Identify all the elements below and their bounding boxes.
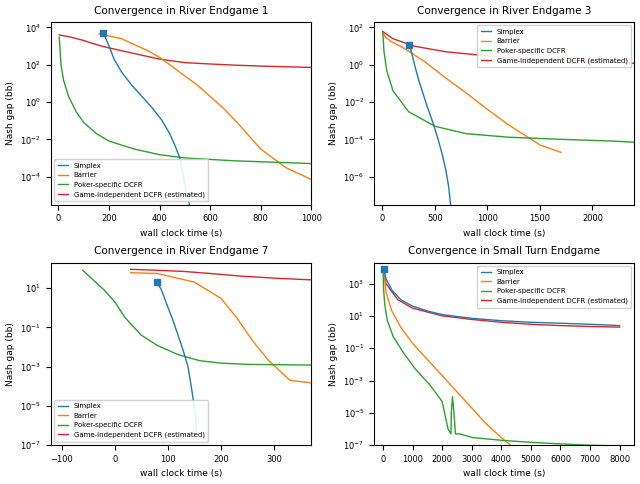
Legend: Simplex, Barrier, Poker-specific DCFR, Game-independent DCFR (estimated): Simplex, Barrier, Poker-specific DCFR, G… [477,25,631,67]
Legend: Simplex, Barrier, Poker-specific DCFR, Game-independent DCFR (estimated): Simplex, Barrier, Poker-specific DCFR, G… [54,400,208,442]
X-axis label: wall clock time (s): wall clock time (s) [463,229,545,238]
Y-axis label: Nash gap (bb): Nash gap (bb) [329,81,338,145]
X-axis label: wall clock time (s): wall clock time (s) [140,229,222,238]
Title: Convergence in River Endgame 7: Convergence in River Endgame 7 [94,246,268,256]
Legend: Simplex, Barrier, Poker-specific DCFR, Game-independent DCFR (estimated): Simplex, Barrier, Poker-specific DCFR, G… [54,159,208,201]
Title: Convergence in Small Turn Endgame: Convergence in Small Turn Endgame [408,246,600,256]
Legend: Simplex, Barrier, Poker-specific DCFR, Game-independent DCFR (estimated): Simplex, Barrier, Poker-specific DCFR, G… [477,266,631,308]
Y-axis label: Nash gap (bb): Nash gap (bb) [329,322,338,386]
Y-axis label: Nash gap (bb): Nash gap (bb) [6,322,15,386]
Title: Convergence in River Endgame 3: Convergence in River Endgame 3 [417,5,591,15]
Title: Convergence in River Endgame 1: Convergence in River Endgame 1 [94,5,268,15]
X-axis label: wall clock time (s): wall clock time (s) [463,469,545,479]
Y-axis label: Nash gap (bb): Nash gap (bb) [6,81,15,145]
X-axis label: wall clock time (s): wall clock time (s) [140,469,222,479]
